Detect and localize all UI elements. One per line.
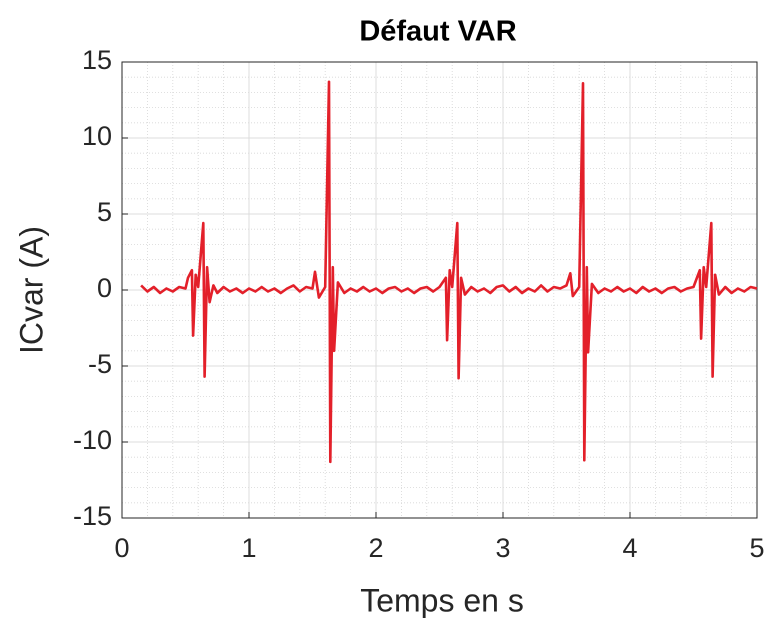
y-tick-label: 10 <box>82 121 112 151</box>
x-tick-label: 3 <box>495 533 510 563</box>
x-tick-label: 4 <box>622 533 637 563</box>
y-axis-label: ICvar (A) <box>13 226 49 354</box>
chart-title: Défaut VAR <box>359 16 516 48</box>
y-tick-label: 5 <box>97 197 112 227</box>
x-axis-label: Temps en s <box>360 582 524 618</box>
x-tick-label: 1 <box>241 533 256 563</box>
x-tick-label: 0 <box>114 533 129 563</box>
data-line <box>140 80 758 464</box>
y-tick-label: 0 <box>97 273 112 303</box>
y-tick-label: -10 <box>73 425 112 455</box>
y-tick-label: 15 <box>82 45 112 75</box>
plot-frame <box>121 61 758 519</box>
y-tick-label: -5 <box>88 349 112 379</box>
y-tick-label: -15 <box>73 501 112 531</box>
x-tick-label: 2 <box>368 533 383 563</box>
x-tick-label: 5 <box>749 533 764 563</box>
